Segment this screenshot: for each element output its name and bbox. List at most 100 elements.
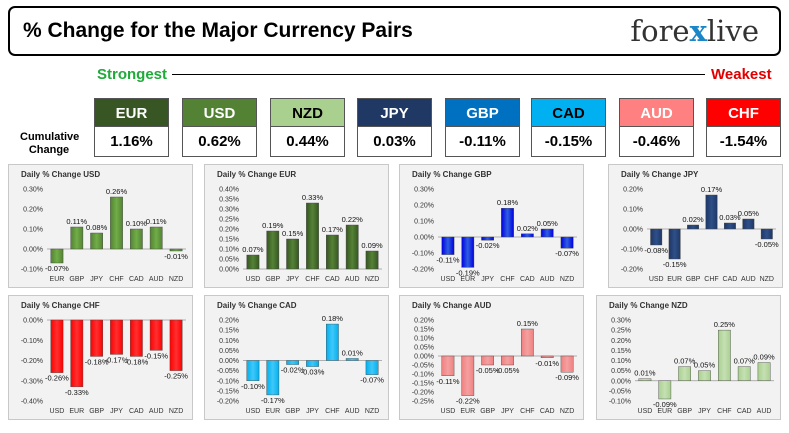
bar-cad xyxy=(521,233,534,238)
category-label: AUD xyxy=(149,408,164,415)
chart-title: Daily % Change GBP xyxy=(412,170,492,179)
bar-eur xyxy=(50,248,64,264)
data-label: 0.09% xyxy=(361,241,383,250)
category-label: JPY xyxy=(110,408,123,415)
category-label: JPY xyxy=(90,276,103,283)
data-label: -0.26% xyxy=(45,374,69,383)
bar-jpy xyxy=(306,360,319,367)
y-tick-label: 0.00% xyxy=(23,318,43,325)
bar-jpy xyxy=(501,355,514,366)
bar-gbp xyxy=(678,366,691,381)
data-label: 0.05% xyxy=(694,361,716,370)
currency-box-chf: CHF -1.54% xyxy=(706,98,781,159)
data-label: 0.05% xyxy=(537,219,559,228)
category-label: AUD xyxy=(345,276,360,283)
bar-cad xyxy=(130,228,143,250)
bar-usd xyxy=(441,355,455,376)
category-label: JPY xyxy=(286,276,299,283)
y-tick-label: -0.10% xyxy=(609,399,631,406)
category-label: EUR xyxy=(460,408,475,415)
currency-cumulative-change: -0.46% xyxy=(619,127,694,157)
y-tick-label: 0.00% xyxy=(414,354,434,361)
bar-chf xyxy=(521,328,534,357)
y-tick-label: 0.20% xyxy=(611,338,631,345)
bar-chart: Daily % Change EUR0.00%0.05%0.10%0.15%0.… xyxy=(217,170,383,283)
y-tick-label: -0.40% xyxy=(21,399,43,406)
y-tick-label: 0.10% xyxy=(219,338,239,345)
category-label: AUD xyxy=(741,276,756,283)
bar-cad xyxy=(326,234,339,270)
category-label: EUR xyxy=(667,276,682,283)
data-label: -0.18% xyxy=(124,357,148,366)
logo-text-x: x xyxy=(689,14,707,48)
bar-chf xyxy=(326,323,339,361)
data-label: 0.02% xyxy=(517,224,539,233)
category-label: JPY xyxy=(501,408,514,415)
category-label: GBP xyxy=(480,408,495,415)
currency-cumulative-change: -0.15% xyxy=(531,127,606,157)
ranking-line xyxy=(172,74,705,75)
y-tick-label: -0.10% xyxy=(21,338,43,345)
category-label: EUR xyxy=(657,408,672,415)
chart-title: Daily % Change JPY xyxy=(621,170,699,179)
bar-gbp xyxy=(286,360,299,365)
bar-nzd xyxy=(560,236,574,249)
currency-box-eur: EUR 1.16% xyxy=(94,98,169,159)
category-label: AUD xyxy=(757,408,772,415)
chart-panel-chf: Daily % Change CHF -0.40% -0.30% -0.20% -0.1… xyxy=(8,295,193,420)
currency-code: GBP xyxy=(445,98,520,127)
category-label: USD xyxy=(50,408,65,415)
data-label: -0.22% xyxy=(456,397,480,406)
y-tick-label: 0.10% xyxy=(414,336,434,343)
bar-aud xyxy=(149,319,163,351)
category-label: USD xyxy=(638,408,653,415)
bar-chart: Daily % Change JPY -0.20% -0.10% 0.00% 0.10%… xyxy=(621,170,779,283)
data-label: 0.18% xyxy=(497,198,519,207)
y-tick-label: 0.05% xyxy=(414,345,434,352)
currency-box-usd: USD 0.62% xyxy=(182,98,257,159)
data-label: -0.18% xyxy=(85,357,109,366)
currency-cumulative-change: -1.54% xyxy=(706,127,781,157)
currency-box-aud: AUD -0.46% xyxy=(619,98,694,159)
chart-panel-usd: Daily % Change USD -0.10% 0.00% 0.10% 0.20% 0… xyxy=(8,164,193,288)
bar-aud xyxy=(742,218,755,230)
chart-title: Daily % Change NZD xyxy=(609,301,688,310)
bar-nzd xyxy=(169,319,183,371)
bar-usd xyxy=(650,228,663,246)
data-label: 0.02% xyxy=(682,215,704,224)
category-label: USD xyxy=(649,276,664,283)
bar-jpy xyxy=(286,238,299,270)
data-label: -0.19% xyxy=(456,268,480,277)
currency-cumulative-change: 0.62% xyxy=(182,127,257,157)
bar-cad xyxy=(540,355,554,358)
category-label: CAD xyxy=(737,408,752,415)
currency-cumulative-change: 1.16% xyxy=(94,127,169,157)
chart-title: Daily % Change EUR xyxy=(217,170,296,179)
data-label: 0.11% xyxy=(146,217,167,226)
bar-eur xyxy=(70,319,84,388)
category-label: GBP xyxy=(69,276,84,283)
y-tick-label: -0.20% xyxy=(21,358,43,365)
chart-panel-jpy: Daily % Change JPY -0.20% -0.10% 0.00% 0.10%… xyxy=(608,164,783,288)
data-label: 0.09% xyxy=(753,353,775,362)
y-tick-label: 0.00% xyxy=(23,247,43,254)
data-label: -0.09% xyxy=(555,373,579,382)
y-tick-label: 0.20% xyxy=(414,318,434,325)
category-label: EUR xyxy=(69,408,84,415)
currency-code: CAD xyxy=(531,98,606,127)
data-label: -0.11% xyxy=(436,256,460,265)
category-label: EUR xyxy=(50,276,65,283)
category-label: USD xyxy=(246,408,261,415)
currency-code: EUR xyxy=(94,98,169,127)
currency-cumulative-change: -0.11% xyxy=(445,127,520,157)
category-label: CHF xyxy=(325,408,339,415)
bar-aud xyxy=(540,228,554,238)
bar-eur xyxy=(461,355,475,396)
chart-title: Daily % Change USD xyxy=(21,170,100,179)
category-label: EUR xyxy=(460,276,475,283)
chart-title: Daily % Change CAD xyxy=(217,301,297,310)
y-tick-label: -0.10% xyxy=(217,378,239,385)
category-label: CAD xyxy=(723,276,738,283)
data-label: -0.05% xyxy=(476,366,500,375)
data-label: -0.02% xyxy=(476,241,500,250)
